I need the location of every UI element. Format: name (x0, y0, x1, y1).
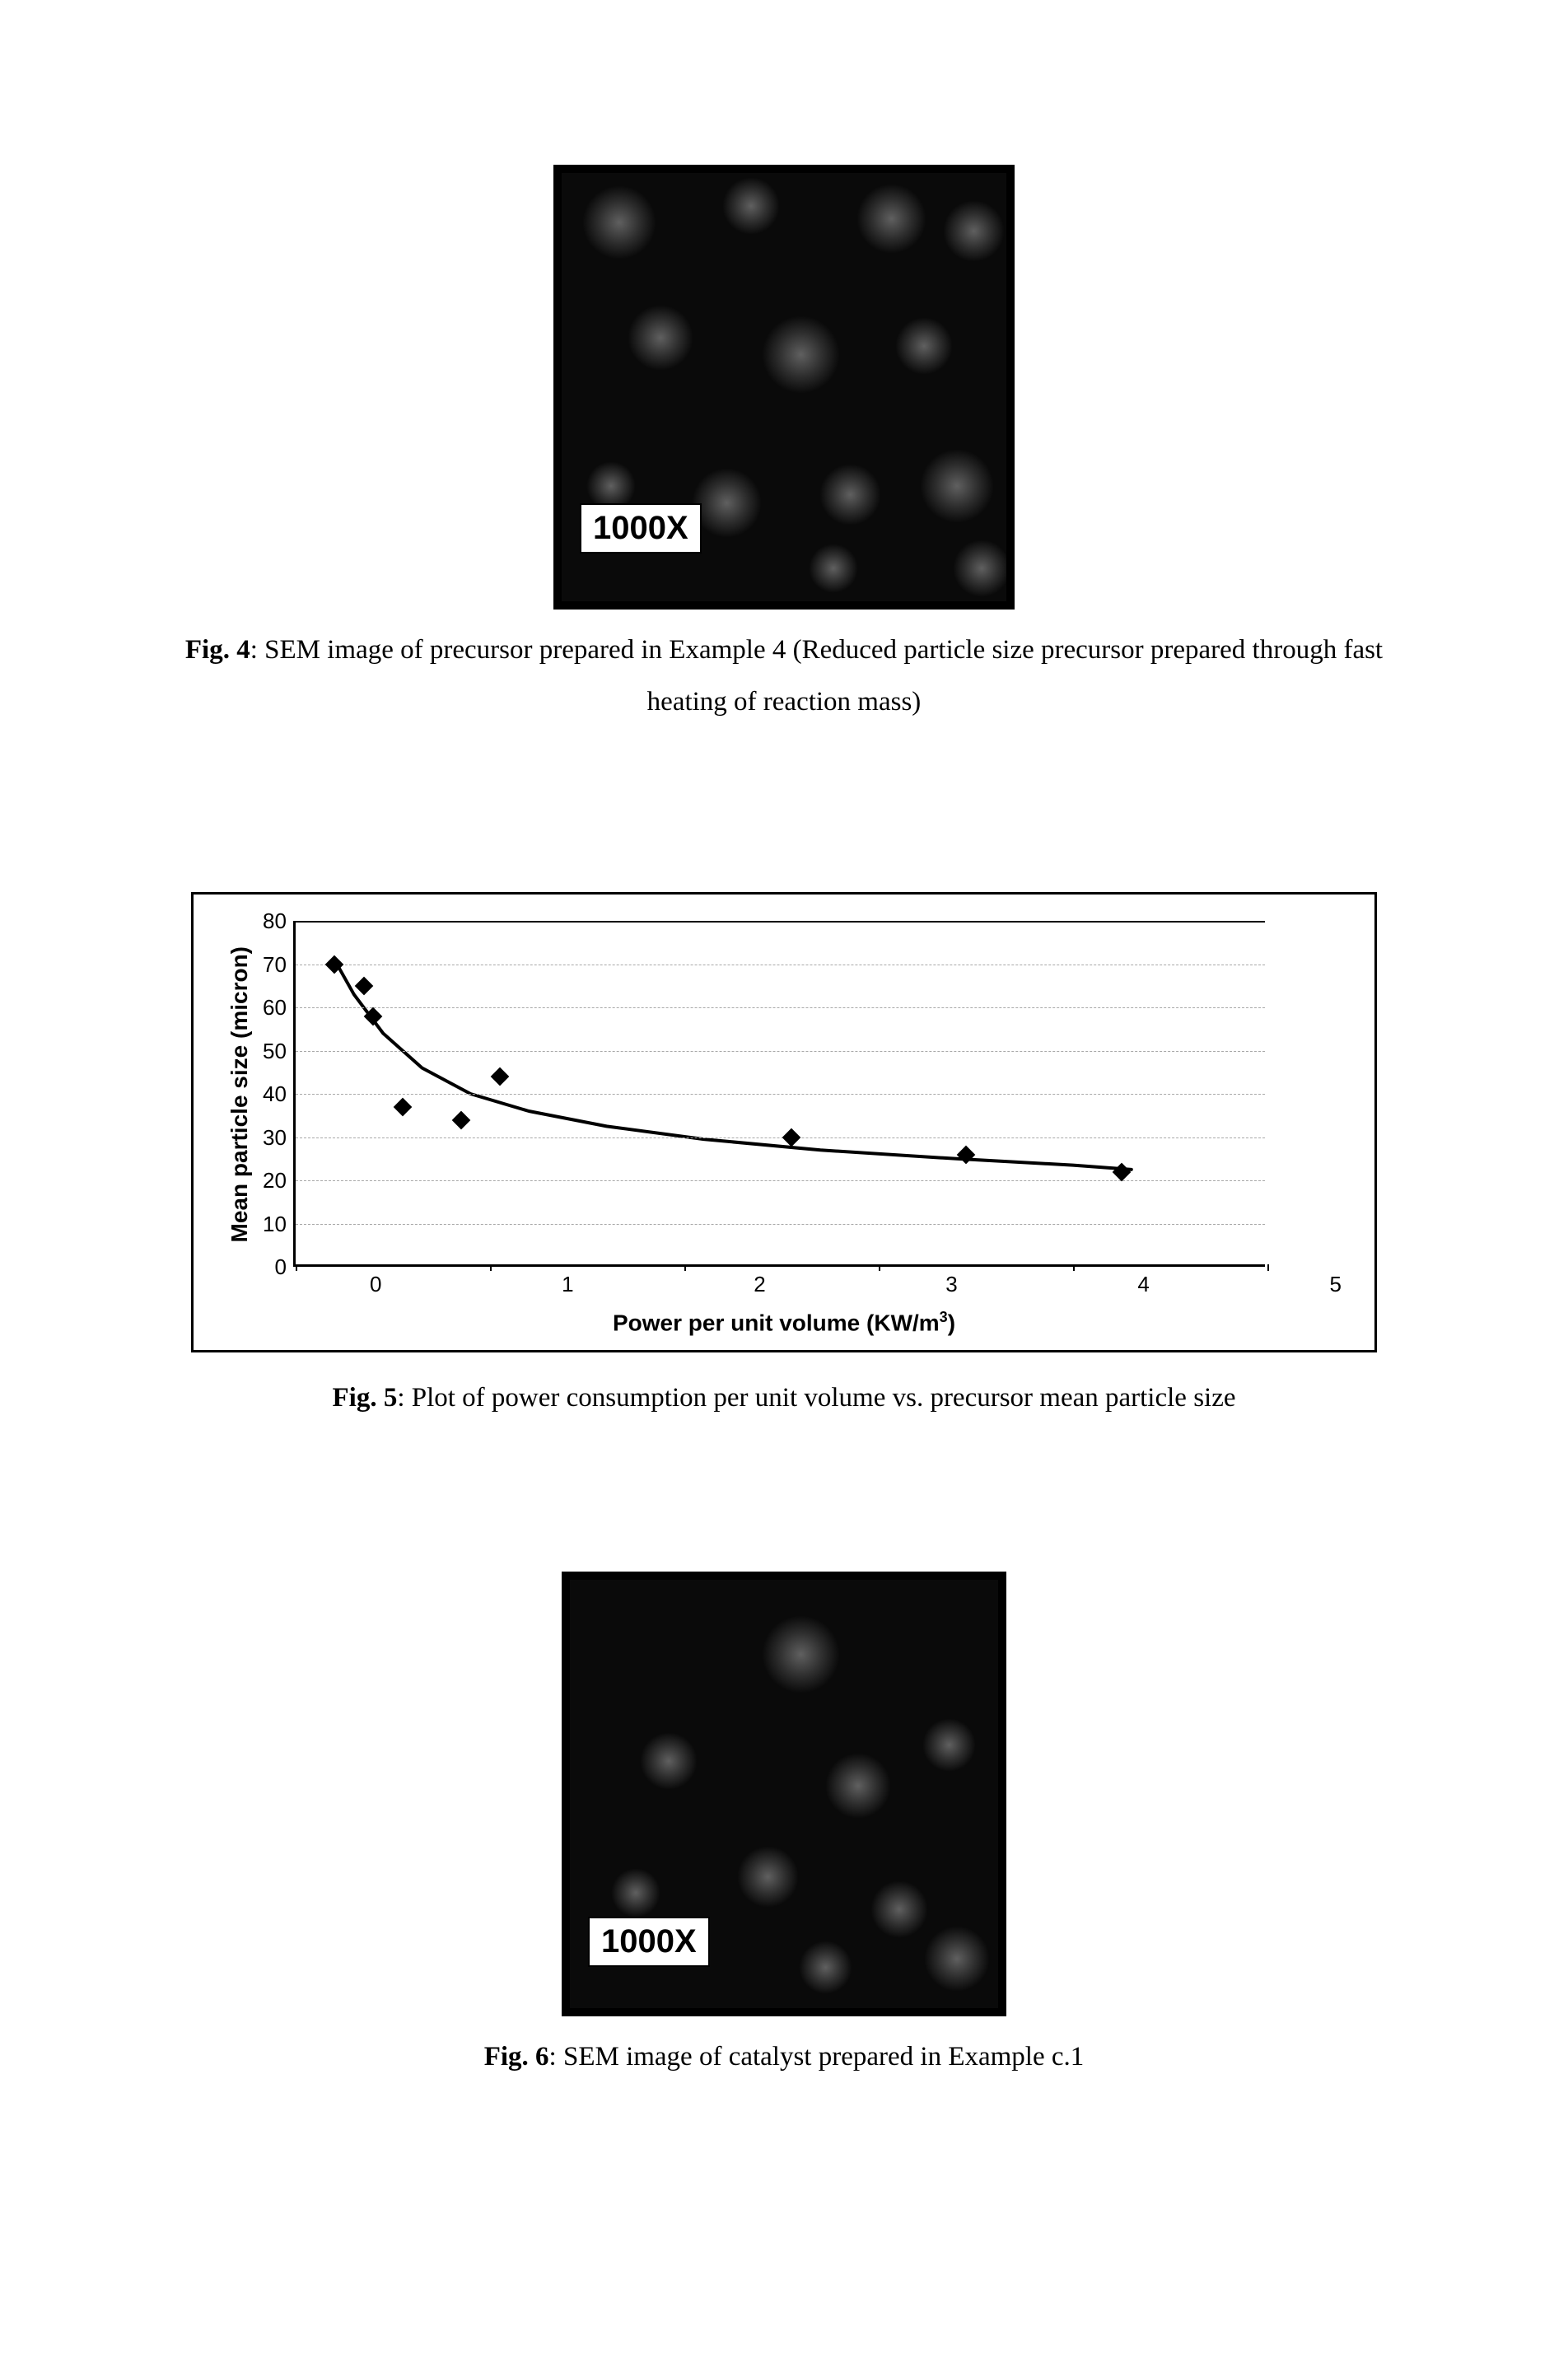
x-tick-label: 1 (562, 1272, 573, 1297)
particle (611, 1868, 660, 1918)
x-tick-label: 0 (370, 1272, 381, 1297)
fig-label: Fig. 5 (333, 1383, 398, 1413)
particle (953, 540, 1010, 597)
fig-caption-text: : Plot of power consumption per unit vol… (397, 1383, 1235, 1413)
particle (895, 317, 953, 375)
particle (924, 1926, 990, 1992)
x-axis-label-text: Power per unit volume (KW/m (613, 1310, 940, 1336)
chart-container: Mean particle size (micron) 807060504030… (191, 892, 1377, 1352)
particle (920, 449, 994, 523)
particle (582, 185, 656, 259)
particle (943, 200, 1005, 262)
particle (628, 305, 693, 371)
x-tick-mark (1267, 1264, 1269, 1271)
x-tick-label: 2 (754, 1272, 765, 1297)
plot-area (293, 921, 1265, 1267)
particle (722, 177, 780, 235)
particle (809, 544, 858, 593)
x-tick-mark (879, 1264, 880, 1271)
figure-6-caption: Fig. 6: SEM image of catalyst prepared i… (484, 2031, 1085, 2083)
magnification-label: 1000X (580, 503, 702, 554)
gridline-h (296, 1094, 1265, 1095)
x-tick-label: 4 (1137, 1272, 1149, 1297)
particle (762, 1615, 840, 1693)
y-axis-label: Mean particle size (micron) (226, 946, 253, 1242)
fit-curve-path (334, 960, 1132, 1170)
gridline-h (296, 1051, 1265, 1052)
figure-4-caption: Fig. 4: SEM image of precursor prepared … (150, 624, 1418, 727)
fig-caption-text: : SEM image of catalyst prepared in Exam… (549, 2042, 1085, 2072)
x-tick-mark (490, 1264, 492, 1271)
particle (692, 468, 762, 538)
x-tick-label: 3 (945, 1272, 957, 1297)
sem-image-fig4: 1000X (553, 165, 1015, 610)
particle (799, 1941, 852, 1994)
x-axis-label: Power per unit volume (KW/m3) (226, 1309, 1342, 1336)
magnification-label: 1000X (588, 1917, 710, 1967)
x-axis-label-sup: 3 (940, 1309, 948, 1325)
y-axis-ticks: 80706050403020100 (263, 921, 287, 1267)
sem-image-fig6: 1000X (562, 1572, 1006, 2016)
particle (737, 1846, 799, 1908)
fig-label: Fig. 6 (484, 2042, 549, 2072)
x-axis-label-close: ) (948, 1310, 955, 1336)
particle (819, 464, 881, 526)
gridline-h (296, 1007, 1265, 1008)
x-tick-mark (684, 1264, 686, 1271)
particle (762, 315, 840, 394)
x-tick-label: 5 (1329, 1272, 1341, 1297)
gridline-h (296, 1137, 1265, 1138)
fig-label: Fig. 4 (185, 635, 250, 665)
figure-4: 1000X Fig. 4: SEM image of precursor pre… (148, 165, 1420, 727)
x-tick-mark (296, 1264, 297, 1271)
particle (856, 184, 926, 254)
figure-6: 1000X Fig. 6: SEM image of catalyst prep… (148, 1572, 1420, 2083)
particle (640, 1732, 698, 1790)
x-tick-mark (1073, 1264, 1075, 1271)
gridline-h (296, 1224, 1265, 1225)
fig-caption-text: : SEM image of precursor prepared in Exa… (250, 635, 1383, 717)
particle (825, 1753, 891, 1819)
x-axis-ticks: 0 1 2 3 4 5 (370, 1272, 1342, 1297)
figure-5-caption: Fig. 5: Plot of power consumption per un… (148, 1372, 1420, 1424)
figure-5: Mean particle size (micron) 807060504030… (148, 892, 1420, 1423)
gridline-h (296, 1180, 1265, 1181)
particle (922, 1718, 976, 1772)
particle (870, 1880, 928, 1938)
